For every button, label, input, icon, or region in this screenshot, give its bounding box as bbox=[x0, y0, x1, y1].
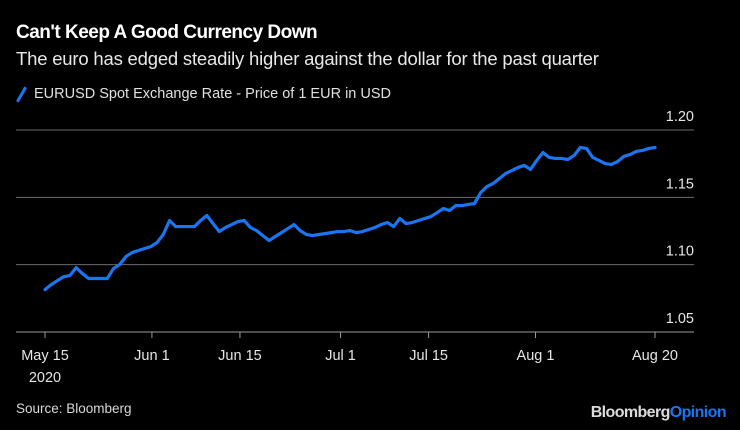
x-tick-label: Jul 1 bbox=[325, 348, 356, 364]
legend: EURUSD Spot Exchange Rate - Price of 1 E… bbox=[16, 86, 391, 102]
bloomberg-opinion-logo: BloombergOpinion bbox=[590, 404, 727, 422]
y-tick-label: 1.10 bbox=[666, 244, 694, 260]
x-tick-label: Aug 1 bbox=[517, 348, 555, 364]
source-note: Source: Bloomberg bbox=[16, 401, 132, 416]
legend-label: EURUSD Spot Exchange Rate - Price of 1 E… bbox=[34, 86, 391, 102]
logo-opinion: Opinion bbox=[669, 404, 727, 421]
x-tick-label: Jun 1 bbox=[134, 348, 169, 364]
x-tick-label: May 15 bbox=[21, 348, 69, 364]
y-tick-label: 1.20 bbox=[666, 109, 694, 125]
x-tick-sublabel: 2020 bbox=[29, 370, 61, 386]
x-tick-label: Aug 20 bbox=[632, 348, 678, 364]
x-tick-label: Jul 15 bbox=[409, 348, 448, 364]
chart-subtitle: The euro has edged steadily higher again… bbox=[16, 48, 599, 69]
series-line-eurusd bbox=[43, 145, 657, 292]
y-tick-label: 1.05 bbox=[666, 311, 694, 327]
chart-title: Can't Keep A Good Currency Down bbox=[16, 22, 318, 43]
y-tick-label: 1.15 bbox=[666, 176, 694, 192]
x-tick-label: Jun 15 bbox=[218, 348, 262, 364]
logo-bloomberg: Bloomberg bbox=[590, 404, 671, 421]
